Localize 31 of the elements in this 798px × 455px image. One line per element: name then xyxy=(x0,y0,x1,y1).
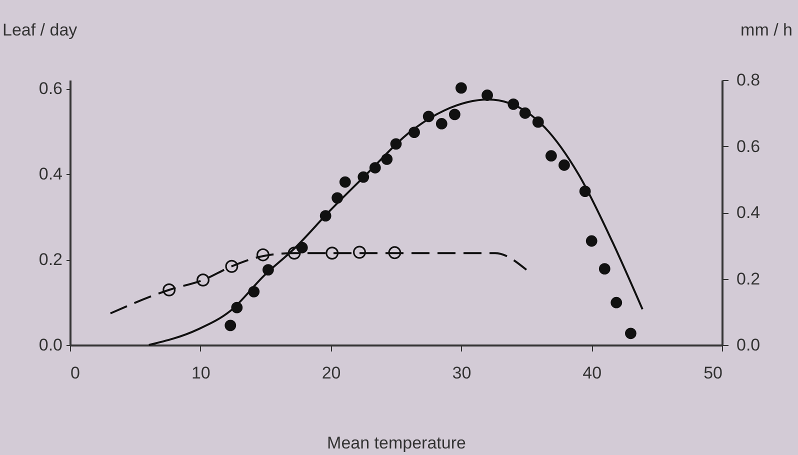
point xyxy=(625,328,636,340)
x-axis-title: Mean temperature xyxy=(327,434,466,452)
x-tick-label: 50 xyxy=(704,364,722,382)
point xyxy=(448,108,460,120)
point xyxy=(610,296,622,308)
y2-tick-label: 0.0 xyxy=(736,336,760,354)
point xyxy=(558,159,570,171)
y-tick-label: 0.4 xyxy=(38,164,62,184)
y-axis-title: Leaf / day xyxy=(2,20,78,40)
y2-tick-label: 0.6 xyxy=(736,136,760,156)
y-tick-label: 0.2 xyxy=(38,250,62,270)
x-tick-label: 20 xyxy=(322,364,341,382)
y-tick-label: 0.0 xyxy=(38,336,62,354)
point xyxy=(196,274,210,287)
point xyxy=(545,150,557,162)
x-tick-label: 30 xyxy=(452,364,472,382)
point xyxy=(586,235,598,247)
point xyxy=(456,82,467,94)
point xyxy=(598,263,610,274)
y2-tick-label: 0.4 xyxy=(736,203,760,222)
y2-tick-label: 0.2 xyxy=(736,269,760,288)
x-tick-label: 0 xyxy=(70,364,80,382)
y2-tick-label: 0.8 xyxy=(736,70,760,90)
y2-axis-title: mm / h xyxy=(740,20,792,40)
point xyxy=(224,320,236,332)
point xyxy=(339,176,351,188)
x-tick-label: 10 xyxy=(191,364,210,382)
point xyxy=(436,118,448,130)
point xyxy=(326,246,339,260)
y-tick-label: 0.6 xyxy=(38,79,62,98)
x-tick-label: 40 xyxy=(582,364,602,382)
